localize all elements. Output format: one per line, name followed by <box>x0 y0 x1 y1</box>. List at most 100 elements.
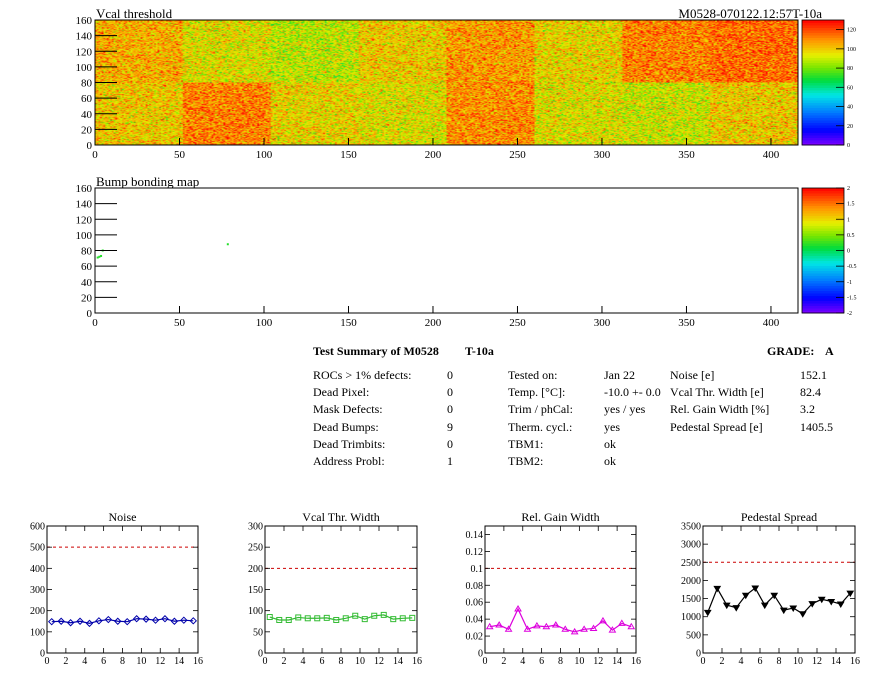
data-point <box>151 616 160 624</box>
data-point <box>627 622 636 630</box>
colorbar-band <box>802 112 844 116</box>
colorbar-band <box>802 95 844 98</box>
data-point <box>808 601 817 608</box>
colorbar-tick-label: 100 <box>847 47 856 53</box>
colorbar-band <box>802 47 844 51</box>
x-tick-label: 0 <box>45 656 50 667</box>
y-tick-label: 300 <box>30 585 45 596</box>
colorbar-band <box>802 218 844 221</box>
x-tick-label: 2 <box>720 656 725 667</box>
vcal-threshold-map: 0 50 100 150 200 250 300 350 4000204060801001201… <box>76 15 857 161</box>
colorbar-band <box>802 280 844 284</box>
vcal-threshold-title: Vcal threshold <box>96 6 173 21</box>
colorbar-band <box>802 235 844 239</box>
data-point <box>846 590 855 598</box>
x-tick-label: 400 <box>763 149 780 161</box>
x-tick-label: 150 <box>340 317 357 329</box>
data-point <box>495 621 504 628</box>
colorbar-tick-label: 40 <box>847 105 853 111</box>
y-tick-label: 20 <box>81 292 93 304</box>
colorbar-tick-label: 0 <box>847 143 850 149</box>
colorbar-band <box>802 22 844 26</box>
y-tick-label: 2000 <box>681 576 701 587</box>
y-tick-label: 0 <box>258 649 263 660</box>
data-point <box>798 611 807 618</box>
colorbar-band <box>802 135 844 138</box>
colorbar-band <box>802 223 844 226</box>
colorbar-band <box>802 60 844 63</box>
colorbar-band <box>802 107 844 111</box>
data-point <box>514 605 522 612</box>
data-point <box>333 616 340 623</box>
colorbar-band <box>802 102 844 106</box>
colorbar-band <box>802 243 844 246</box>
colorbar-tick-label: -0.5 <box>847 264 857 270</box>
y-tick-label: 1500 <box>681 594 701 605</box>
colorbar-band <box>802 25 844 28</box>
colorbar-band <box>802 87 844 91</box>
colorbar-band <box>802 137 844 141</box>
data-point <box>295 614 302 621</box>
data-point <box>323 614 330 621</box>
colorbar-band <box>802 127 844 131</box>
x-tick-label: 200 <box>425 317 442 329</box>
y-tick-label: 140 <box>76 31 93 43</box>
x-tick-label: 300 <box>594 317 611 329</box>
colorbar-tick-label: 1.5 <box>847 202 855 208</box>
data-point <box>789 605 798 612</box>
y-tick-label: 400 <box>30 564 45 575</box>
y-tick-label: 40 <box>81 277 93 289</box>
colorbar-band <box>802 62 844 66</box>
x-tick-label: 300 <box>594 149 611 161</box>
colorbar-band <box>802 72 844 76</box>
data-point <box>561 625 570 632</box>
colorbar-band <box>802 195 844 199</box>
colorbar-band <box>802 268 844 271</box>
colorbar-band <box>802 258 844 261</box>
plot-frame <box>702 525 856 654</box>
colorbar-band <box>802 82 844 86</box>
colorbar-band <box>802 200 844 204</box>
data-point <box>66 619 75 627</box>
data-point <box>123 617 131 626</box>
x-tick-label: 400 <box>763 317 780 329</box>
colorbar-band <box>802 75 844 78</box>
data-point <box>533 621 541 629</box>
colorbar-band <box>802 57 844 61</box>
colorbar-band <box>802 198 844 201</box>
x-tick-label: 16 <box>850 656 860 667</box>
x-tick-label: 12 <box>155 656 165 667</box>
x-tick-label: 16 <box>193 656 203 667</box>
colorbar-band <box>802 130 844 133</box>
x-tick-label: 6 <box>539 656 544 667</box>
x-tick-label: 150 <box>340 149 357 161</box>
colorbar-band <box>802 27 844 31</box>
data-point <box>285 616 292 623</box>
x-tick-label: 350 <box>678 149 695 161</box>
plot-frame <box>484 525 637 654</box>
x-tick-label: 8 <box>558 656 563 667</box>
data-point <box>132 615 141 623</box>
series-line <box>51 618 194 624</box>
y-tick-label: 100 <box>248 606 263 617</box>
data-point <box>836 601 845 608</box>
summary-plot-pedestal-spread: Pedestal Spread 0 2 4 6 8 10 12 14 16 0 500 1000 1500… <box>681 510 860 667</box>
data-point <box>504 625 513 632</box>
bump-bonding-map: 0 50 100 150 200 250 300 350 4000204060801001201… <box>76 183 857 329</box>
y-tick-label: 600 <box>30 522 45 533</box>
data-point <box>57 617 65 625</box>
y-tick-label: 2500 <box>681 558 701 569</box>
data-point <box>732 605 741 612</box>
colorbar-band <box>802 100 844 103</box>
y-tick-label: 0.14 <box>466 530 484 541</box>
data-point <box>409 614 416 621</box>
x-tick-label: 250 <box>509 317 526 329</box>
y-tick-label: 120 <box>76 214 93 226</box>
colorbar-band <box>802 210 844 214</box>
summary-plot-noise: Noise 0 2 4 6 8 10 12 14 16 0 100 200 300 400 500 600 <box>30 510 203 667</box>
colorbar-band <box>802 20 844 23</box>
colorbar-tick-label: 0 <box>847 249 850 255</box>
colorbar-band <box>802 250 844 254</box>
data-point <box>580 625 588 632</box>
